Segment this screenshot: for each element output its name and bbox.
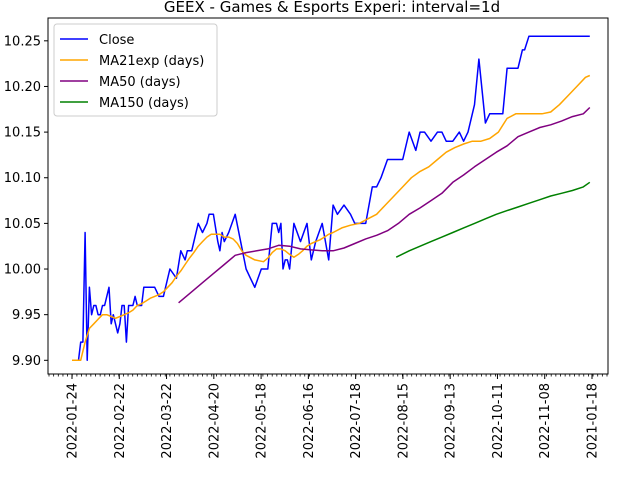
plot-area: 9.90 9.95 10.00 10.05 10.10 10.15 10.20 10.25 20… [4, 17, 609, 459]
x-tick-label: 2021-01-18 [586, 383, 601, 459]
y-tick-label: 10.00 [4, 263, 41, 278]
x-tick-label: 2022-10-11 [491, 383, 506, 459]
legend-label: MA50 (days) [99, 75, 181, 90]
x-tick-label: 2022-04-20 [207, 383, 222, 459]
chart-title: GEEX - Games & Esports Experi: interval=… [164, 0, 500, 16]
legend-label: MA150 (days) [99, 96, 189, 111]
legend-label: Close [99, 33, 134, 48]
y-tick-label: 10.20 [4, 80, 41, 95]
x-tick-label: 2022-01-24 [66, 383, 81, 459]
y-tick-label: 9.90 [12, 354, 41, 369]
series-line-1 [72, 74, 591, 362]
x-tick-label: 2022-07-18 [349, 383, 364, 459]
legend-box [53, 23, 218, 117]
x-tick-label: 2022-03-22 [160, 383, 175, 459]
legend-label: MA21exp (days) [99, 54, 204, 69]
x-tick-label: 2022-08-15 [396, 383, 411, 459]
y-tick-label: 10.25 [4, 34, 41, 49]
x-tick-label: 2022-02-22 [113, 383, 128, 459]
x-tick-label: 2022-09-13 [444, 383, 459, 459]
series-line-0 [72, 35, 590, 362]
y-tick-label: 9.95 [12, 308, 41, 323]
x-tick-label: 2022-06-16 [302, 383, 317, 459]
x-tick-label: 2022-11-08 [538, 383, 553, 459]
y-tick-label: 10.05 [4, 217, 41, 232]
y-tick-label: 10.15 [4, 126, 41, 141]
legend: Close MA21exp (days) MA50 (days) MA150 (day… [53, 23, 218, 117]
series-line-2 [178, 106, 591, 304]
x-tick-label: 2022-05-18 [255, 383, 270, 459]
series-line-3 [395, 181, 591, 258]
y-tick-label: 10.10 [4, 171, 41, 186]
